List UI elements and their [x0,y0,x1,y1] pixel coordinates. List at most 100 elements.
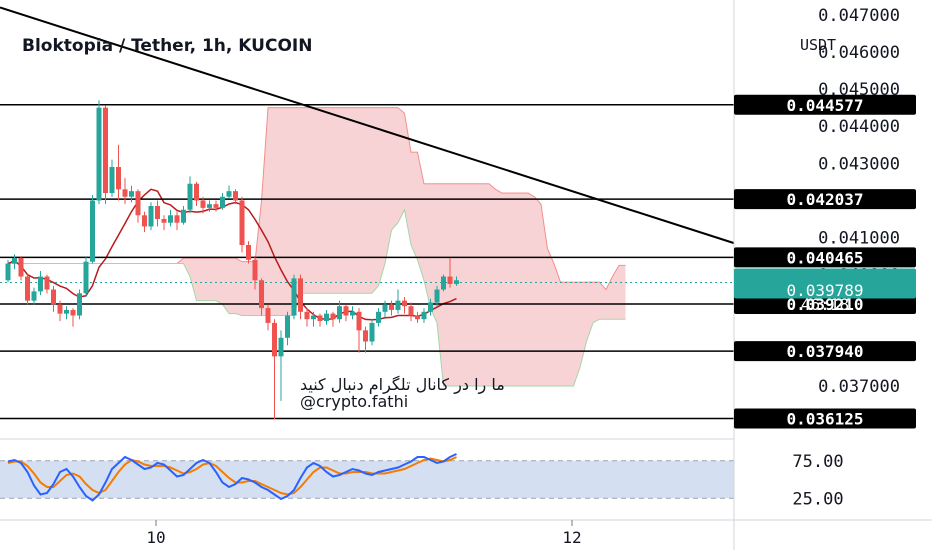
level-badge-1 [734,189,916,210]
candle-27 [181,206,186,225]
annotation: ما را در کانال تلگرام دنبال کنید @crypto… [300,375,505,411]
candle-body-69 [454,280,459,284]
candle-45 [298,274,303,320]
y-tick-label-5: 0.041000 [818,229,900,249]
candle-body-65 [428,302,433,312]
level-badge-3 [734,294,916,315]
candle-47 [311,311,316,327]
candle-body-55 [363,330,368,342]
baseline-path [7,188,457,321]
current-price-value: 0.039789 [786,281,863,300]
candle-body-52 [343,306,349,316]
candle-body-3 [25,276,30,301]
candle-4 [31,287,37,305]
candle-5 [38,270,43,296]
candle-22 [148,202,154,231]
candle-body-16 [109,167,115,194]
candle-body-63 [415,315,420,320]
candle-38 [252,256,258,290]
candle-body-46 [304,311,310,320]
candle-body-33 [220,196,225,208]
y-tick-label-3: 0.044000 [818,117,900,137]
candle-3 [25,274,30,305]
annotation-handle: @crypto.fathi [300,392,408,411]
candle-15 [103,105,108,205]
candle-body-5 [38,276,43,292]
y-tick-label-0: 0.047000 [818,6,900,26]
candle-body-14 [96,107,102,201]
candle-body-40 [265,308,271,323]
candle-55 [363,326,368,353]
candle-body-47 [311,315,316,320]
candle-6 [44,274,50,294]
candle-body-25 [168,215,173,223]
candle-32 [213,200,219,212]
candle-body-68 [447,276,453,284]
candle-body-20 [135,191,141,216]
candle-body-57 [376,311,381,323]
candle-17 [116,144,121,201]
candle-body-39 [259,280,264,309]
candle-40 [265,304,271,331]
y-tick-label-1: 0.046000 [818,43,900,63]
candle-31 [207,200,212,212]
y-tick-label-4: 0.043000 [818,154,900,174]
candle-24 [161,215,167,231]
ichimoku-cloud [8,107,626,387]
time-axis[interactable]: 10 12 [146,520,582,547]
candle-35 [233,189,238,205]
level-label-2: 0.040465 [786,248,863,267]
candle-46 [304,308,310,327]
candle-18 [122,178,128,205]
candle-9 [64,306,69,320]
candle-body-53 [350,311,355,316]
candle-52 [343,304,349,322]
candle-body-7 [51,289,56,305]
candle-14 [96,100,102,205]
candle-8 [57,300,63,322]
candle-66 [434,285,440,307]
candle-65 [428,298,433,316]
candle-body-62 [408,306,414,316]
candle-body-44 [291,278,297,316]
level-label-5: 0.036125 [786,410,863,429]
level-label-4: 0.037940 [786,342,863,361]
candle-body-45 [298,278,303,312]
candle-body-37 [246,244,251,260]
candle-50 [330,311,336,327]
candle-body-9 [64,309,69,314]
candle-12 [83,256,89,297]
candle-68 [447,257,453,288]
candle-30 [200,196,206,214]
candle-body-35 [233,191,238,201]
candle-body-11 [77,293,82,316]
level-label-0: 0.044577 [786,96,863,115]
candle-body-61 [402,300,407,307]
level-badge-4 [734,341,916,362]
level-badge-2 [734,247,916,268]
candle-body-58 [382,304,388,312]
candle-51 [337,300,342,323]
candle-67 [441,274,446,292]
candle-body-23 [155,206,160,219]
candle-body-64 [421,311,427,320]
candle-body-19 [129,191,134,197]
candle-body-29 [194,183,199,201]
candle-body-31 [207,204,212,208]
candle-body-2 [18,257,24,277]
candle-59 [389,300,394,316]
cloud-span-b [8,208,626,387]
candle-body-50 [330,313,336,320]
candle-43 [285,311,290,346]
candle-26 [174,211,180,231]
candle-23 [155,200,160,227]
currency-label: USDT [800,36,836,54]
rsi-k-line [7,453,457,502]
candle-body-32 [213,204,219,208]
candle-25 [168,209,173,227]
candle-41 [272,319,277,420]
trendline[interactable] [0,6,735,245]
candle-body-49 [324,313,329,322]
candle-7 [51,285,56,312]
